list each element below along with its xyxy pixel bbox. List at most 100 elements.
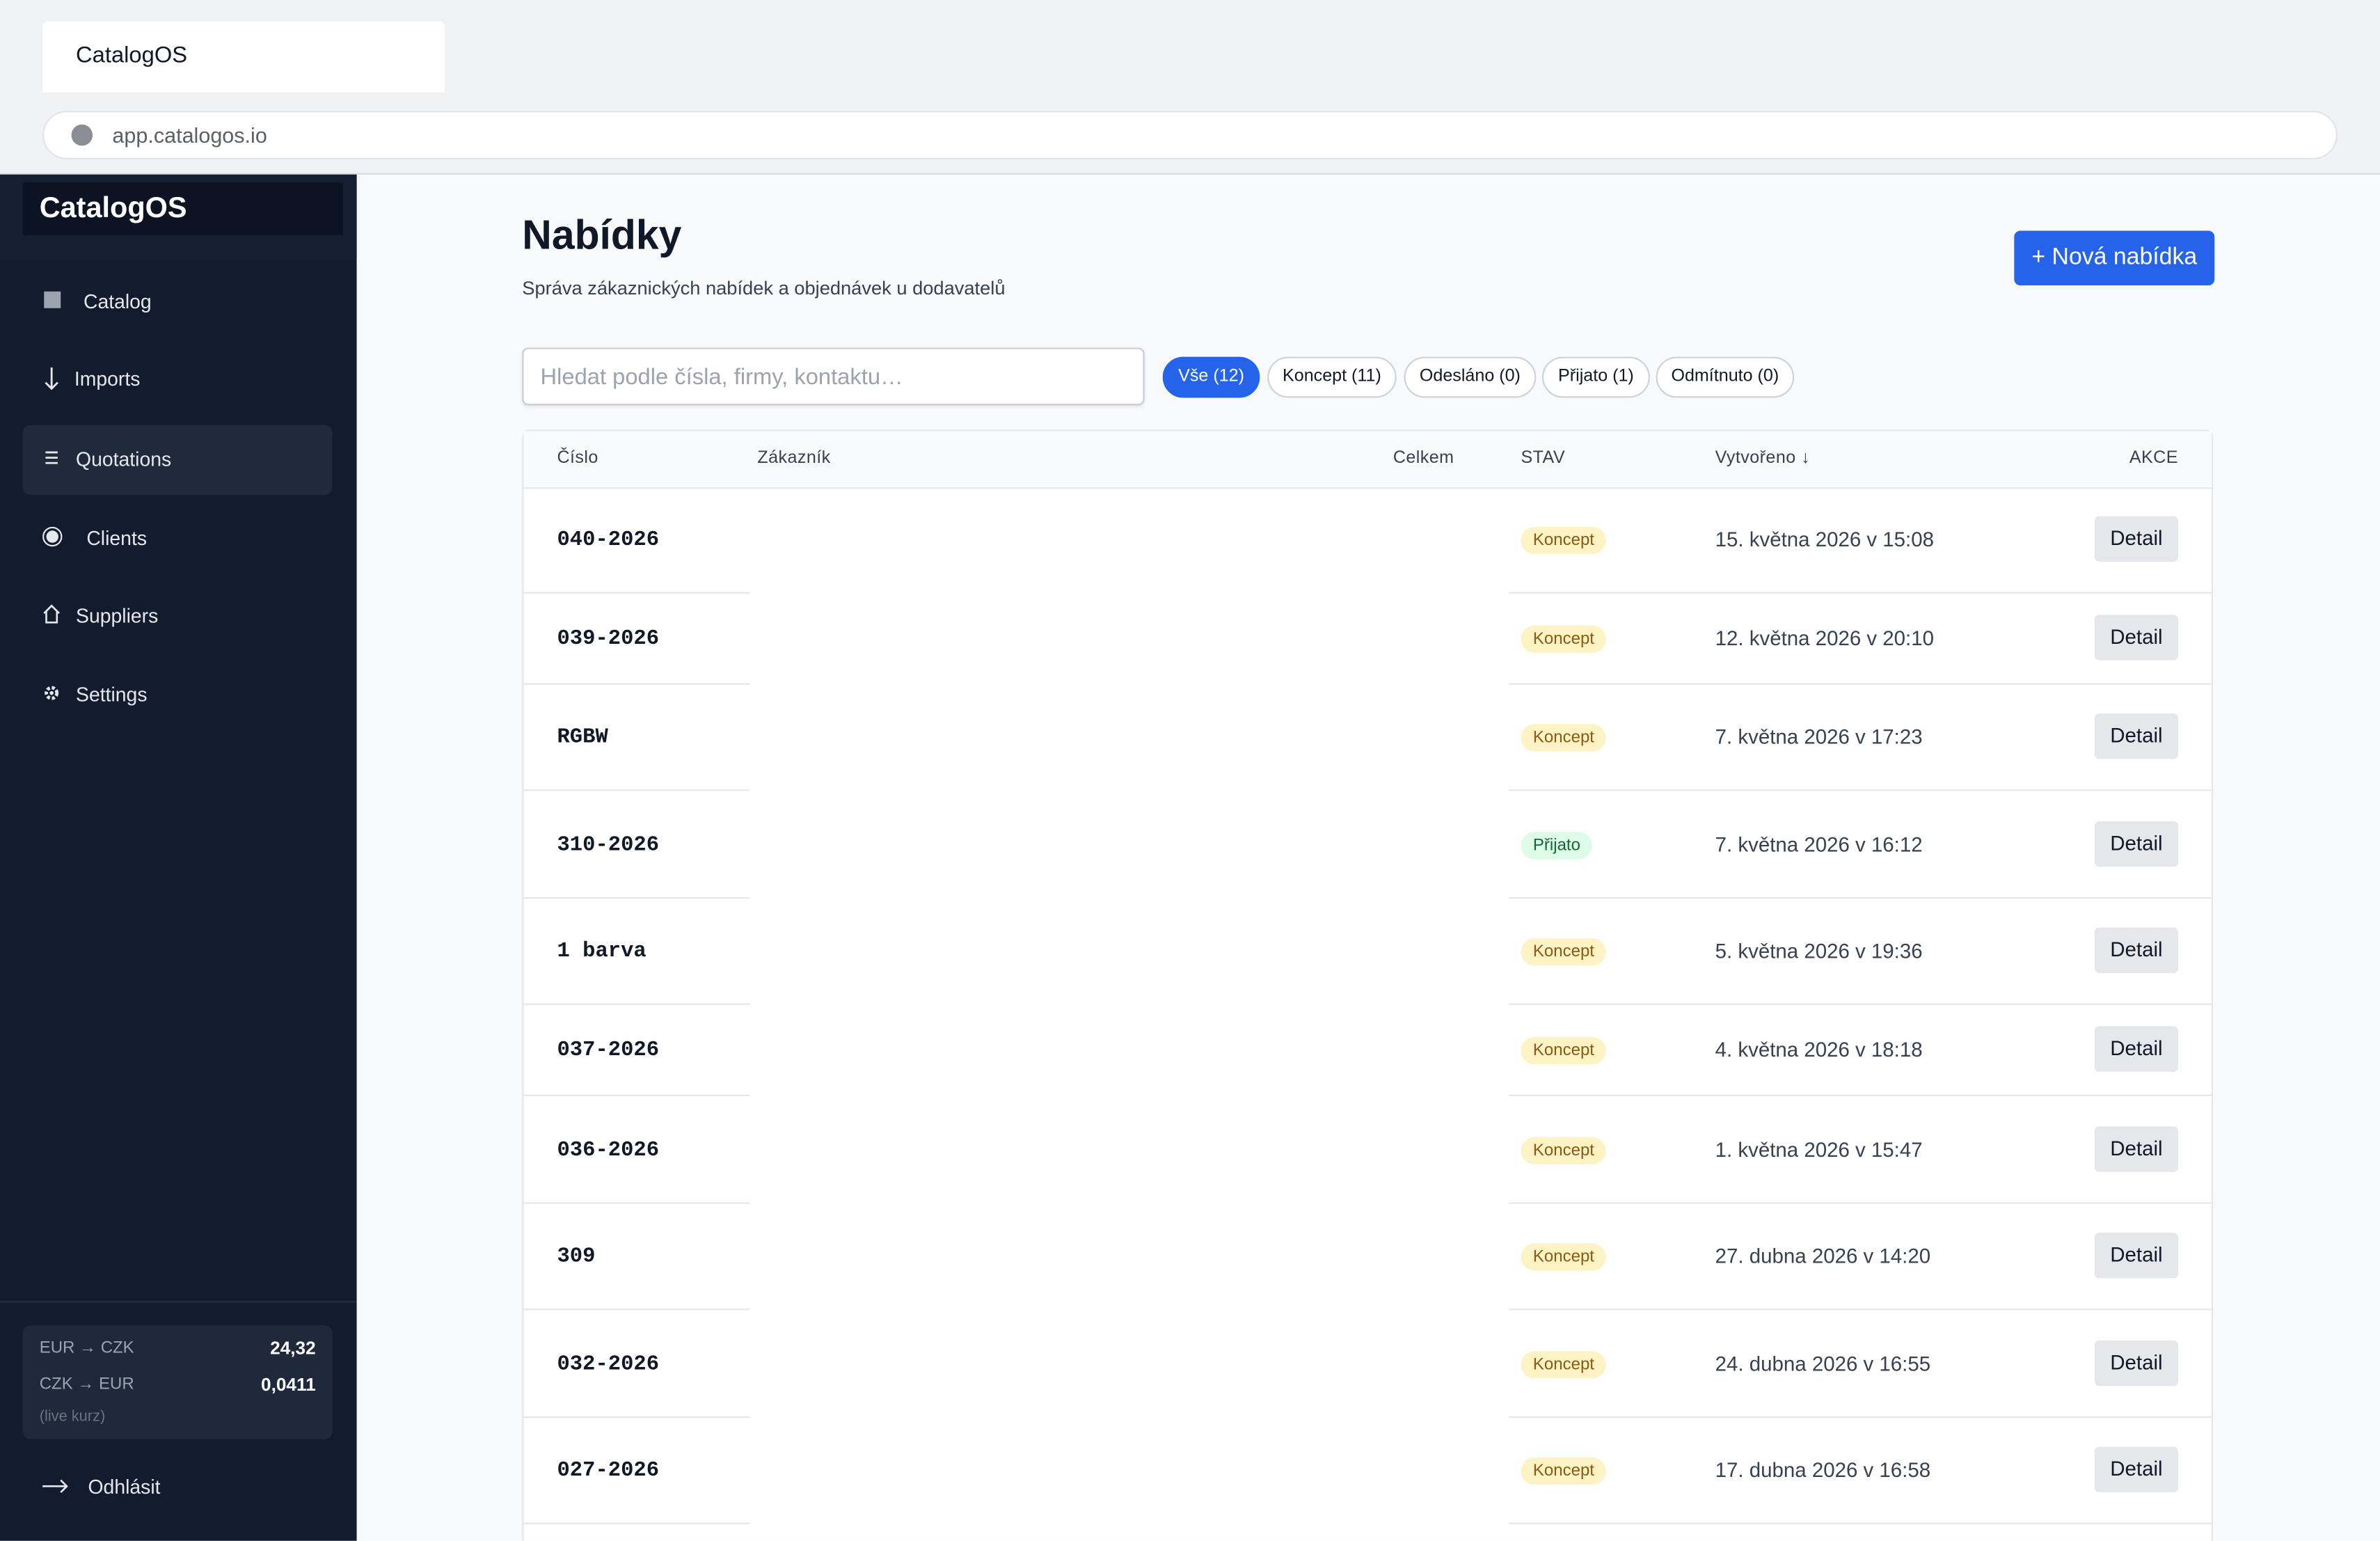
page-title: Nabídky <box>522 212 682 258</box>
nav-item[interactable]: Settings <box>23 661 333 730</box>
nav-icon <box>45 451 58 464</box>
quotation-number: 1 barva <box>557 940 646 965</box>
quotation-number: 039-2026 <box>557 626 660 651</box>
nav-item[interactable]: Suppliers <box>23 581 333 651</box>
nav-icon <box>42 526 63 547</box>
nav-icon <box>43 604 60 624</box>
detail-button[interactable]: Detail <box>2094 1233 2178 1279</box>
quotation-number: 037-2026 <box>557 1038 660 1063</box>
row-border <box>1509 1522 2212 1524</box>
column-header: Číslo <box>557 449 598 468</box>
filter-pill[interactable]: Vše (12) <box>1162 356 1260 398</box>
row-border <box>1509 1416 2212 1418</box>
new-quotation-button[interactable]: + Nová nabídka <box>2014 230 2215 286</box>
nav-item[interactable]: Clients <box>23 504 333 574</box>
row-border <box>1509 897 2212 899</box>
status-badge: Koncept <box>1521 625 1607 653</box>
quotation-number: 310-2026 <box>557 832 660 858</box>
rate-value: 24,32 <box>270 1337 316 1359</box>
row-border <box>523 1202 750 1204</box>
created-date: 7. května 2026 v 17:23 <box>1715 725 1923 749</box>
row-border <box>523 1003 750 1005</box>
row-border <box>1509 789 2212 791</box>
sidebar-header: CatalogOS <box>0 174 357 260</box>
detail-button[interactable]: Detail <box>2094 1026 2178 1072</box>
filter-pill[interactable]: Koncept (11) <box>1267 356 1397 398</box>
site-icon <box>71 124 93 146</box>
address-bar[interactable]: app.catalogos.io <box>42 111 2338 160</box>
created-date: 7. května 2026 v 16:12 <box>1715 832 1923 856</box>
search-input[interactable]: Hledat podle čísla, firmy, kontaktu… <box>522 347 1145 406</box>
table-row: 036-2026 Koncept 1. května 2026 v 15:47 Det… <box>523 1096 2212 1204</box>
status-badge: Koncept <box>1521 1350 1607 1378</box>
row-border <box>523 789 750 791</box>
row-border <box>1509 1003 2212 1005</box>
quotation-number: RGBW <box>557 725 608 750</box>
nav-label: Suppliers <box>76 604 159 627</box>
row-border <box>523 1309 750 1311</box>
detail-button[interactable]: Detail <box>2094 1125 2178 1171</box>
detail-button[interactable]: Detail <box>2094 516 2178 562</box>
detail-button[interactable]: Detail <box>2094 1339 2178 1386</box>
row-border <box>523 1416 750 1418</box>
created-date: 12. května 2026 v 20:10 <box>1715 626 1935 650</box>
row-border <box>1509 683 2212 685</box>
nav-label: Catalog <box>83 290 152 313</box>
status-badge: Koncept <box>1521 724 1607 752</box>
logout[interactable]: Odhlásit <box>42 1476 161 1499</box>
filter-pill[interactable]: Přijato (1) <box>1542 356 1650 398</box>
table-row: 309 Koncept 27. dubna 2026 v 14:20 Detail <box>523 1204 2212 1311</box>
quotation-number: 032-2026 <box>557 1352 660 1377</box>
browser-chrome: CatalogOS app.catalogos.io <box>0 0 2380 175</box>
search-placeholder: Hledat podle čísla, firmy, kontaktu… <box>540 364 903 390</box>
url-text: app.catalogos.io <box>112 123 267 148</box>
sidebar: CatalogOS EUR → CZK 24,32 CZK → EUR 0,04… <box>0 174 357 1541</box>
table-row: 310-2026 Přijato 7. května 2026 v 16:12 Det… <box>523 791 2212 899</box>
brand[interactable]: CatalogOS <box>22 182 343 236</box>
created-date: 1. května 2026 v 15:47 <box>1715 1137 1923 1161</box>
detail-button[interactable]: Detail <box>2094 615 2178 661</box>
nav-label: Settings <box>76 683 148 706</box>
row-border <box>523 897 750 899</box>
browser-tab[interactable]: CatalogOS <box>42 21 445 93</box>
detail-button[interactable]: Detail <box>2094 820 2178 867</box>
created-date: 4. května 2026 v 18:18 <box>1715 1038 1923 1061</box>
filter-pill[interactable]: Odesláno (0) <box>1404 356 1537 398</box>
created-date: 5. května 2026 v 19:36 <box>1715 940 1923 963</box>
nav-icon <box>45 686 59 700</box>
column-header: Celkem <box>1393 449 1454 468</box>
column-header: AKCE <box>2129 449 2178 468</box>
column-header: STAV <box>1521 449 1566 468</box>
created-date: 15. května 2026 v 15:08 <box>1715 528 1935 551</box>
table-row: 027-2026 Koncept 17. dubna 2026 v 16:58 Det… <box>523 1418 2212 1524</box>
row-border <box>1509 592 2212 594</box>
detail-button[interactable]: Detail <box>2094 1446 2178 1493</box>
status-badge: Koncept <box>1521 1136 1607 1164</box>
detail-button[interactable]: Detail <box>2094 927 2178 974</box>
status-badge: Koncept <box>1521 938 1607 966</box>
status-badge: Přijato <box>1521 831 1593 859</box>
status-badge: Koncept <box>1521 1243 1607 1271</box>
logout-icon <box>42 1479 68 1493</box>
detail-button[interactable]: Detail <box>2094 713 2178 759</box>
nav-item[interactable]: Quotations <box>22 425 333 496</box>
row-border <box>523 1522 750 1524</box>
rates-box: EUR → CZK 24,32 CZK → EUR 0,0411 (live k… <box>22 1325 333 1439</box>
row-border <box>523 683 750 685</box>
nav-item[interactable]: Imports <box>23 345 333 414</box>
filter-pill[interactable]: Odmítnuto (0) <box>1656 356 1795 398</box>
rate-label: EUR → CZK <box>39 1338 134 1357</box>
table-row: 040-2026 Koncept 15. května 2026 v 15:08 De… <box>523 487 2212 594</box>
nav-item[interactable]: Catalog <box>23 267 333 337</box>
column-header[interactable]: Vytvořeno ↓ <box>1715 449 1810 468</box>
row-border <box>523 1094 750 1096</box>
nav-icon <box>44 291 61 308</box>
tab-title: CatalogOS <box>76 42 188 69</box>
table-row: 039-2026 Koncept 12. května 2026 v 20:10 De… <box>523 594 2212 685</box>
nav-label: Imports <box>74 367 141 390</box>
created-date: 27. dubna 2026 v 14:20 <box>1715 1244 1931 1268</box>
rate-value: 0,0411 <box>261 1373 316 1396</box>
